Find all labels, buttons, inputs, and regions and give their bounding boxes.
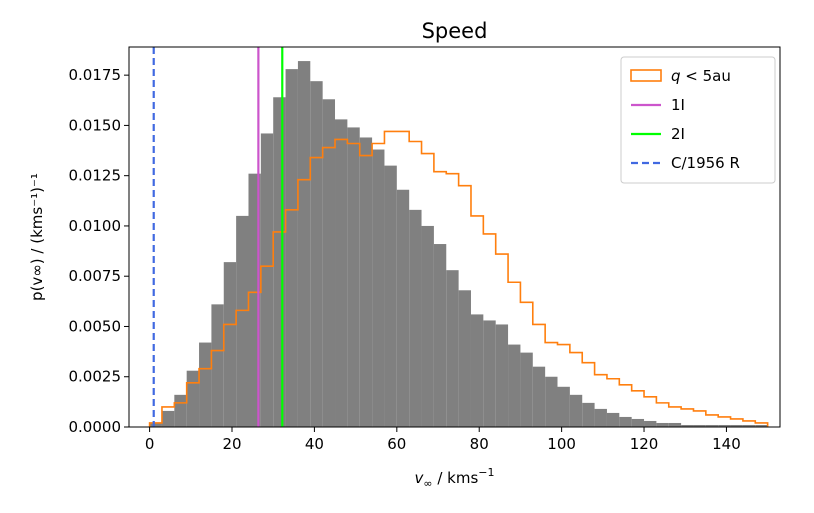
bar <box>186 370 200 427</box>
bar <box>644 420 657 427</box>
bar <box>631 418 645 427</box>
y-tick-label: 0.0100 <box>69 217 122 235</box>
legend-label: 1I <box>671 96 685 114</box>
bar <box>285 69 298 428</box>
bar <box>532 366 546 427</box>
legend-label-text: 2I <box>671 125 685 143</box>
bar <box>372 149 385 428</box>
bar <box>483 320 496 427</box>
bar <box>705 424 719 427</box>
bar <box>446 270 459 427</box>
bar <box>619 416 632 427</box>
x-axis-ticks: 0 20 40 60 80 100 120 140 <box>145 427 741 453</box>
bar <box>149 422 162 427</box>
legend: q < 5au 1I 2I C/1956 R <box>620 56 776 184</box>
bar <box>359 137 373 427</box>
x-tick-label: 0 <box>145 435 155 453</box>
bar <box>718 424 731 427</box>
x-axis-label-exp: −1 <box>478 466 494 479</box>
legend-handle-patch <box>630 69 662 82</box>
y-tick-label: 0.0025 <box>69 368 122 386</box>
x-tick-label: 20 <box>222 435 241 453</box>
bar <box>199 342 212 427</box>
y-axis-label: p(v∞) / (kms⁻¹)⁻¹ <box>28 173 46 301</box>
bar <box>606 412 620 427</box>
legend-box <box>620 56 776 184</box>
bar <box>273 97 286 427</box>
histogram-bars-all <box>149 61 768 428</box>
bar <box>384 165 397 428</box>
chart-title: Speed <box>422 19 488 43</box>
x-tick-label: 100 <box>547 435 576 453</box>
bar <box>310 81 323 427</box>
bar <box>396 189 410 427</box>
legend-label-text: C/1956 R <box>671 154 740 172</box>
bar <box>458 290 471 427</box>
bar <box>569 394 583 427</box>
bar <box>582 402 595 427</box>
bar <box>742 424 756 427</box>
bar <box>211 304 224 427</box>
bar <box>656 422 669 427</box>
legend-label: q < 5au <box>671 67 731 85</box>
x-tick-label: 140 <box>712 435 741 453</box>
bar <box>421 225 434 427</box>
y-axis-ticks: 0.0000 0.0025 0.0050 0.0075 0.0100 0.0125 0.01… <box>69 66 129 436</box>
bar <box>508 344 521 427</box>
y-tick-label: 0.0175 <box>69 66 122 84</box>
y-tick-label: 0.0125 <box>69 167 122 185</box>
bar <box>557 386 570 427</box>
bar <box>495 324 509 427</box>
bar <box>335 119 348 427</box>
legend-label: 2I <box>671 125 685 143</box>
bar <box>594 408 607 427</box>
bar <box>755 424 768 427</box>
x-axis-label-unit: / kms <box>433 469 479 487</box>
legend-label-text: < 5au <box>681 67 731 85</box>
bar <box>161 410 175 427</box>
bar <box>174 394 187 427</box>
legend-label: C/1956 R <box>671 154 740 172</box>
x-tick-label: 40 <box>305 435 324 453</box>
legend-label-text: 1I <box>671 96 685 114</box>
y-tick-label: 0.0075 <box>69 267 122 285</box>
bar <box>223 262 237 427</box>
bar <box>433 244 447 427</box>
bar <box>730 424 743 427</box>
plot-frame <box>128 46 781 428</box>
bar <box>297 61 311 428</box>
bar <box>347 127 360 427</box>
bar <box>693 424 706 427</box>
bar <box>236 215 249 427</box>
reference-lines <box>152 47 284 427</box>
x-tick-label: 60 <box>387 435 406 453</box>
x-axis-label-sub: ∞ <box>423 477 432 490</box>
x-axis-label: v∞ / kms−1 <box>415 466 495 490</box>
x-axis-label-var: v <box>415 469 425 487</box>
histogram-step-q-lt-5au <box>148 130 769 427</box>
x-tick-label: 80 <box>470 435 489 453</box>
legend-label-italic: q <box>671 67 681 85</box>
x-tick-label: 120 <box>630 435 659 453</box>
bar <box>470 314 484 427</box>
y-tick-label: 0.0150 <box>69 116 122 134</box>
bar <box>409 209 422 427</box>
bar <box>322 99 336 427</box>
bar <box>668 422 682 427</box>
y-tick-label: 0.0050 <box>69 317 122 335</box>
bar <box>545 376 558 427</box>
bar <box>520 352 533 427</box>
bar <box>260 133 274 428</box>
y-tick-label: 0.0000 <box>69 418 122 436</box>
bar <box>681 424 694 427</box>
